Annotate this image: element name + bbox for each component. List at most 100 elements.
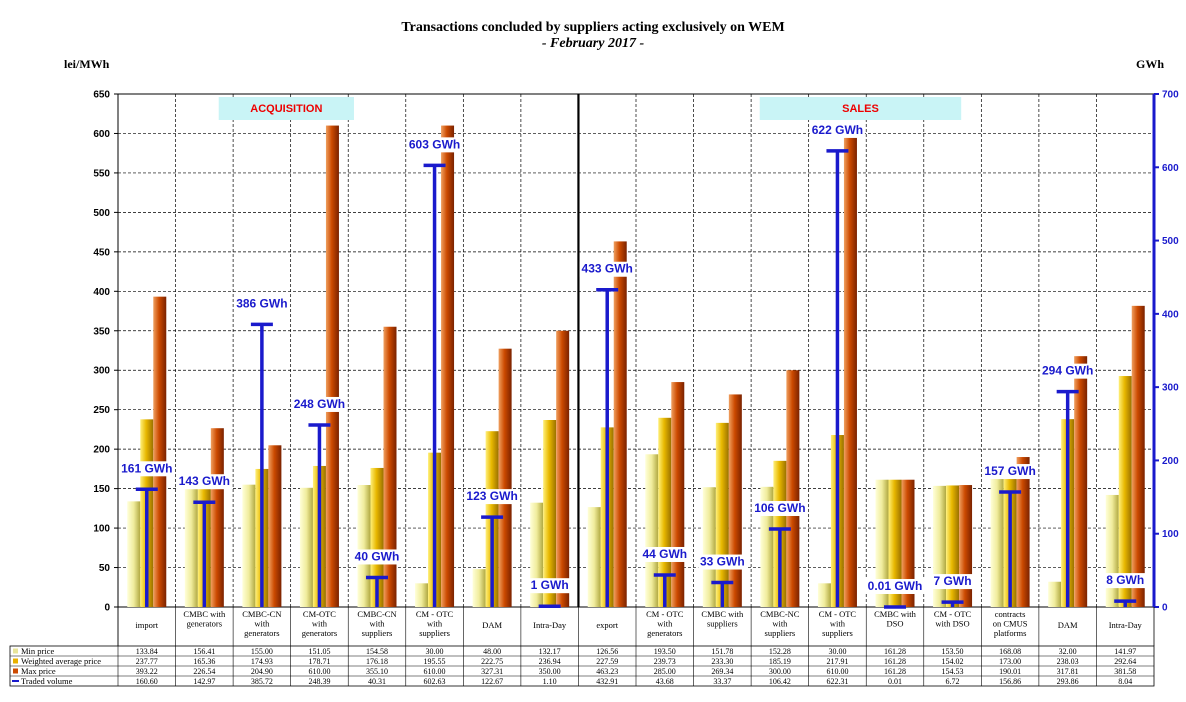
right-tick-label: 300 [1162,383,1179,394]
section-label: ACQUISITION [250,103,322,115]
table-cell: 355.10 [366,667,388,676]
category-label: Intra-Day [1109,620,1143,630]
legend-label: Weighted average price [21,656,101,666]
bar-weighted-avg-price [543,419,557,607]
table-cell: 122.67 [481,677,503,686]
category-label: Intra-Day [533,620,567,630]
left-tick-label: 550 [93,168,110,179]
table-cell: 154.58 [366,647,388,656]
category-label: CM - OTC [934,609,972,619]
volume-label: 433 GWh [582,262,633,276]
table-cell: 173.00 [999,657,1021,666]
category-label: with [830,619,846,629]
table-cell: 193.50 [654,647,676,656]
table-cell: 204.90 [251,667,273,676]
table-cell: 185.19 [769,657,791,666]
volume-label: 161 GWh [121,461,172,475]
legend-label: Max price [21,666,56,676]
bar-weighted-avg-price [715,422,729,607]
table-cell: 292.64 [1114,657,1136,666]
volume-label: 33 GWh [700,555,745,569]
volume-label: 248 GWh [294,397,345,411]
left-tick-label: 150 [93,484,110,495]
table-cell: 432.91 [596,677,618,686]
chart-title: Transactions concluded by suppliers acti… [401,20,784,35]
table-cell: 106.42 [769,677,791,686]
right-tick-label: 700 [1162,90,1179,101]
right-tick-label: 400 [1162,309,1179,320]
bar-max-price [153,296,167,607]
bar-min-price [817,583,831,607]
category-label: generators [244,628,279,638]
volume-label: 123 GWh [466,489,517,503]
table-cell: 1.10 [543,677,557,686]
bar-min-price [645,454,659,607]
bar-max-price [901,479,915,607]
volume-label-bg [698,554,747,570]
volume-label: 386 GWh [236,296,287,310]
category-label: generators [647,628,682,638]
volume-label-bg [119,461,175,477]
category-label: CMBC with [701,609,744,619]
left-tick-label: 100 [93,524,110,535]
volume-label-bg [234,296,290,312]
left-tick-label: 500 [93,208,110,219]
left-tick-label: 200 [93,445,110,456]
bar-max-price [268,445,282,607]
category-label: with [657,619,673,629]
bar-max-price [325,125,339,608]
category-label: CMBC with [183,609,226,619]
volume-label: 157 GWh [984,464,1035,478]
table-cell: 381.58 [1114,667,1136,676]
category-label: CM-OTC [303,609,336,619]
section-label: SALES [842,103,879,115]
bar-min-price [415,583,429,607]
volume-label-bg [291,396,347,412]
table-cell: 236.94 [539,657,561,666]
bar-max-price [210,428,224,607]
bar-max-price [441,125,455,608]
left-axis-title: lei/MWh [64,57,110,71]
chart-subtitle: - February 2017 - [542,36,645,51]
category-label: on CMUS [993,619,1028,629]
legend-swatch-weighted-avg-price [13,658,18,664]
category-label: with [312,619,328,629]
category-label: DSO [886,619,903,629]
left-tick-label: 0 [104,603,110,614]
table-cell: 161.28 [884,657,906,666]
legend-label: Traded volume [21,676,73,686]
volume-label-bg [864,578,926,594]
bar-min-price [587,507,601,607]
table-cell: 48.00 [483,647,501,656]
volume-label-bg [752,501,808,517]
right-axis-title: GWh [1136,57,1164,71]
category-label: CMBC-NC [760,609,800,619]
category-label: CM - OTC [819,609,857,619]
volume-label: 622 GWh [812,123,863,137]
volume-label-bg [579,261,635,277]
bar-min-price [760,486,774,607]
legend-swatch-max-price [13,668,18,674]
table-cell: 227.59 [596,657,618,666]
table-cell: 153.50 [942,647,964,656]
section-box [218,97,354,120]
volume-label: 7 GWh [934,574,972,588]
bar-min-price [242,484,256,607]
table-cell: 238.03 [1057,657,1079,666]
table-cell: 152.28 [769,647,791,656]
volume-label-bg [1104,573,1146,589]
volume-label-bg [529,578,571,594]
volume-label-bg [353,549,401,565]
volume-label: 1 GWh [531,578,569,592]
right-tick-label: 600 [1162,163,1179,174]
table-cell: 43.68 [656,677,674,686]
bar-max-price [1074,356,1088,607]
table-cell: 176.18 [366,657,388,666]
bar-min-price [702,487,716,607]
bar-min-price [1105,494,1119,607]
category-label: CMBC with [874,609,917,619]
table-cell: 239.73 [654,657,676,666]
table-cell: 293.86 [1057,677,1079,686]
table-cell: 40.31 [368,677,386,686]
table-cell: 463.23 [596,667,618,676]
